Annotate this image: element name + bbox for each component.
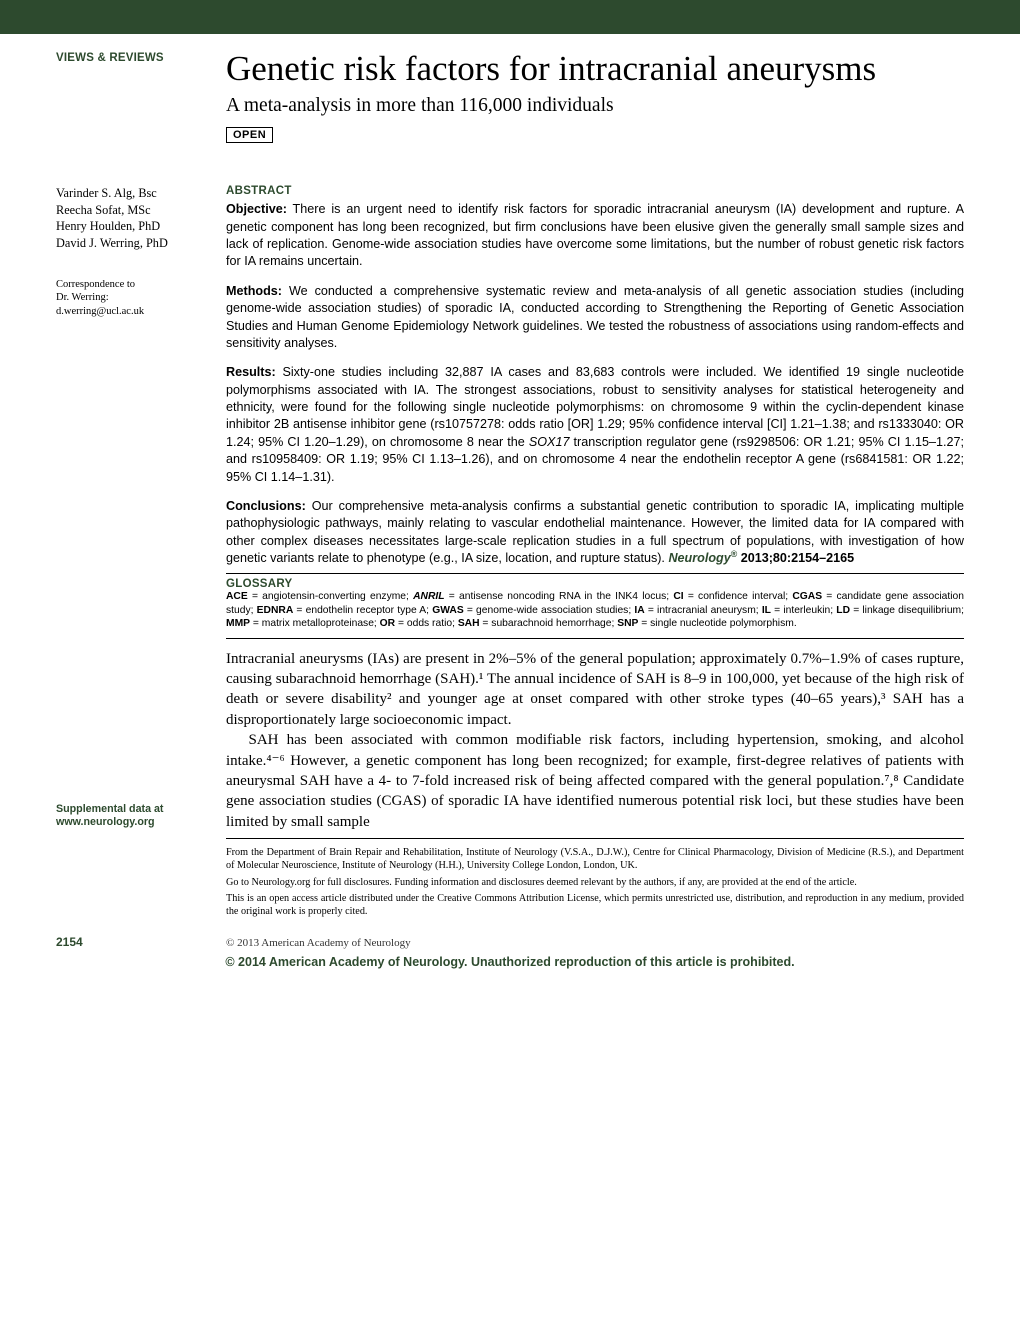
left-lower: Supplemental data at www.neurology.org <box>56 730 226 832</box>
lower-row: Supplemental data at www.neurology.org S… <box>56 730 964 832</box>
body-columns: Varinder S. Alg, Bsc Reecha Sofat, MSc H… <box>56 185 964 730</box>
correspondence-label: Correspondence to <box>56 278 226 292</box>
right-lower: SAH has been associated with common modi… <box>226 730 964 832</box>
glossary-heading: GLOSSARY <box>226 573 964 590</box>
footer-row: 2154 © 2013 American Academy of Neurolog… <box>0 935 1020 949</box>
article-subtitle: A meta-analysis in more than 116,000 ind… <box>226 95 964 117</box>
citation-journal: Neurology <box>668 551 730 565</box>
intro-paragraph-2: SAH has been associated with common modi… <box>226 730 964 832</box>
footer-copyright: © 2013 American Academy of Neurology <box>226 937 411 949</box>
conclusions-label: Conclusions: <box>226 499 306 513</box>
methods-label: Methods: <box>226 284 282 298</box>
intro-paragraph-1: Intracranial aneurysms (IAs) are present… <box>226 649 964 731</box>
section-label: VIEWS & REVIEWS <box>56 48 226 64</box>
results-label: Results: <box>226 365 276 379</box>
supplemental-data-block: Supplemental data at www.neurology.org <box>56 803 226 830</box>
top-green-bar <box>0 0 1020 34</box>
results-gene-italic: SOX17 <box>529 435 570 449</box>
right-column: ABSTRACT Objective: There is an urgent n… <box>226 185 964 730</box>
author: David J. Werring, PhD <box>56 235 226 252</box>
supplemental-url: www.neurology.org <box>56 816 226 830</box>
bottom-copyright-banner: © 2014 American Academy of Neurology. Un… <box>0 955 1020 977</box>
correspondence-email: d.werring@ucl.ac.uk <box>56 305 226 319</box>
abstract-heading: ABSTRACT <box>226 185 964 197</box>
affiliation-block: From the Department of Brain Repair and … <box>226 838 964 921</box>
affiliation-line-2: Go to Neurology.org for full disclosures… <box>226 876 964 889</box>
correspondence-to: Dr. Werring: <box>56 291 226 305</box>
abstract-objective: Objective: There is an urgent need to id… <box>226 201 964 271</box>
supplemental-label: Supplemental data at <box>56 803 226 817</box>
author: Reecha Sofat, MSc <box>56 202 226 219</box>
methods-text: We conducted a comprehensive systematic … <box>226 284 964 350</box>
objective-label: Objective: <box>226 202 287 216</box>
page-footer: 2154 © 2013 American Academy of Neurolog… <box>0 935 1020 983</box>
header-region: VIEWS & REVIEWS Genetic risk factors for… <box>56 34 964 143</box>
citation-volume: 2013;80:2154–2165 <box>737 551 854 565</box>
left-column: Varinder S. Alg, Bsc Reecha Sofat, MSc H… <box>56 185 226 730</box>
open-access-badge: OPEN <box>226 127 273 143</box>
affiliation-line-1: From the Department of Brain Repair and … <box>226 846 964 873</box>
affil-spacer <box>56 832 226 921</box>
affiliation-line-3: This is an open access article distribut… <box>226 892 964 919</box>
objective-text: There is an urgent need to identify risk… <box>226 202 964 268</box>
abstract-methods: Methods: We conducted a comprehensive sy… <box>226 283 964 353</box>
affiliation-row: From the Department of Brain Repair and … <box>56 832 964 921</box>
abstract-conclusions: Conclusions: Our comprehensive meta-anal… <box>226 498 964 568</box>
article-title: Genetic risk factors for intracranial an… <box>226 48 964 89</box>
author: Varinder S. Alg, Bsc <box>56 185 226 202</box>
correspondence-block: Correspondence to Dr. Werring: d.werring… <box>56 278 226 319</box>
title-block: Genetic risk factors for intracranial an… <box>226 48 964 143</box>
page-content: VIEWS & REVIEWS Genetic risk factors for… <box>0 34 1020 921</box>
glossary-body: ACE = angiotensin-converting enzyme; ANR… <box>226 590 964 638</box>
page-number: 2154 <box>56 935 226 949</box>
abstract-results: Results: Sixty-one studies including 32,… <box>226 364 964 486</box>
author: Henry Houlden, PhD <box>56 218 226 235</box>
